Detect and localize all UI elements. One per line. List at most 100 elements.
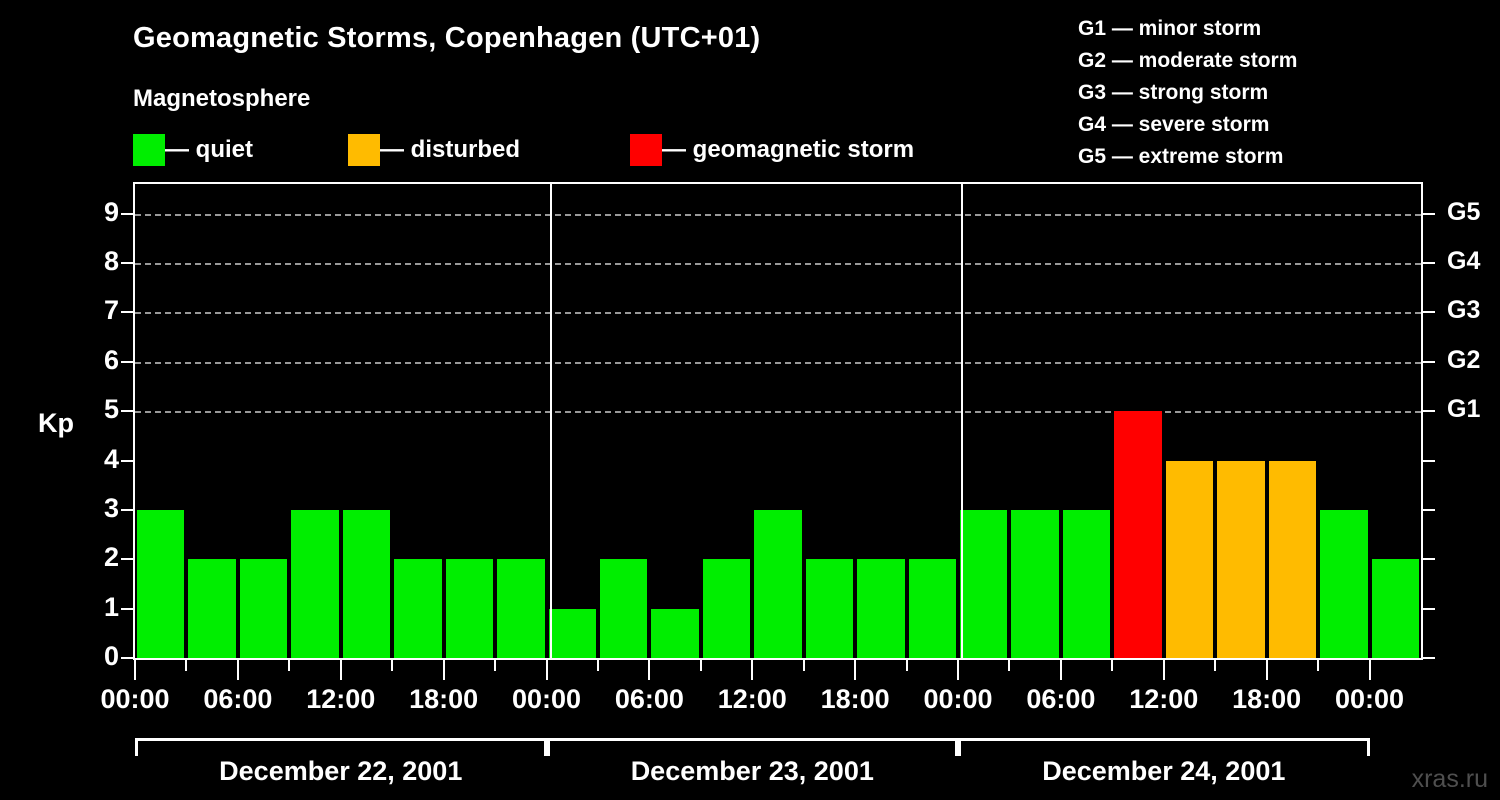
bracket-rcap: [1366, 738, 1370, 756]
x-minor-tick-7: [494, 660, 497, 671]
x-tick-label-9: 06:00: [1026, 684, 1096, 714]
x-tick-label-5: 06:00: [614, 684, 684, 714]
bar: [702, 559, 751, 658]
page-title: Geomagnetic Storms, Copenhagen (UTC+01): [133, 22, 761, 54]
bracket-rcap: [543, 738, 547, 756]
x-tick-label-2: 12:00: [306, 684, 376, 714]
right-tick-mark-kp-4: [1423, 459, 1435, 462]
x-tick-mark-11: [1265, 660, 1268, 680]
y-tick-label-6: 6: [103, 344, 119, 375]
x-tick-mark-3: [442, 660, 445, 680]
storm-scale-row-4: G4 — severe storm: [1078, 113, 1270, 136]
bar: [188, 559, 236, 658]
date-label-2: December 23, 2001: [630, 756, 874, 786]
y-tick-mark-3: [121, 508, 133, 511]
x-tick-mark-10: [1162, 660, 1165, 680]
x-tick-label-3: 18:00: [409, 684, 479, 714]
x-minor-tick-5: [391, 660, 394, 671]
bar: [1011, 509, 1059, 658]
bar: [394, 559, 442, 658]
legend-label-0: — quiet: [165, 136, 253, 163]
storm-scale-legend: G1 — minor storm G2 — moderate storm G3 — …: [1078, 13, 1297, 173]
watermark: xras.ru: [1411, 765, 1488, 793]
y-tick-label-8: 8: [103, 246, 119, 276]
gridline-kp-9: [135, 213, 1421, 216]
bar: [908, 559, 957, 658]
y-tick-label-5: 5: [103, 394, 119, 425]
gridline-kp-8: [135, 263, 1421, 265]
x-tick-mark-12: [1368, 660, 1371, 680]
bar: [497, 559, 545, 658]
plot-inner: [135, 184, 1421, 658]
bar: [1268, 460, 1317, 658]
x-minor-tick-17: [1008, 660, 1011, 671]
g-tick-mark-G2: [1423, 360, 1435, 363]
y-tick-label-9: 9: [103, 196, 119, 227]
y-tick-mark-9: [121, 212, 133, 215]
y-tick-label-7: 7: [103, 295, 119, 326]
y-tick-mark-1: [121, 607, 133, 610]
bar: [1062, 509, 1111, 658]
bar: [445, 559, 494, 658]
bracket-lcap: [958, 738, 962, 756]
right-tick-mark-kp-2: [1423, 558, 1435, 561]
bracket-lcap: [546, 738, 550, 756]
g-tick-mark-G3: [1423, 311, 1435, 314]
right-tick-mark-kp-3: [1423, 508, 1435, 511]
y-tick-mark-6: [121, 360, 133, 363]
x-tick-mark-1: [236, 660, 239, 680]
bar: [1165, 460, 1214, 658]
g-tick-label-G5: G5: [1447, 197, 1481, 226]
date-bracket-3: [958, 738, 1370, 756]
y-tick-label-1: 1: [103, 591, 119, 622]
bar: [754, 509, 802, 658]
storm-swatch: [630, 134, 662, 166]
g-tick-label-G4: G4: [1447, 247, 1481, 275]
gridline-kp-7: [135, 312, 1421, 315]
x-minor-tick-3: [288, 660, 291, 671]
x-tick-label-8: 00:00: [923, 684, 993, 714]
date-bracket-1: [135, 738, 547, 756]
x-tick-mark-8: [957, 660, 960, 680]
storm-scale-row-2: G2 — moderate storm: [1078, 49, 1298, 72]
x-tick-label-6: 12:00: [717, 684, 787, 714]
x-minor-tick-19: [1111, 660, 1114, 671]
x-minor-tick-13: [802, 660, 805, 671]
date-label-1: December 22, 2001: [219, 756, 463, 786]
y-axis-label: Kp: [38, 408, 74, 438]
storm-scale-row-3: G3 — strong storm: [1078, 81, 1269, 104]
bar: [1371, 559, 1419, 658]
bar: [960, 509, 1008, 658]
x-tick-mark-7: [854, 660, 857, 680]
bar: [599, 559, 648, 658]
g-tick-mark-G5: [1423, 212, 1435, 215]
bar: [857, 559, 905, 658]
bracket-rcap: [955, 738, 959, 756]
bar: [1114, 411, 1162, 658]
x-minor-tick-11: [699, 660, 702, 671]
x-minor-tick-15: [905, 660, 908, 671]
date-bracket-2: [546, 738, 959, 756]
y-tick-mark-0: [121, 657, 133, 659]
x-tick-label-4: 00:00: [511, 684, 582, 714]
bracket-hbar: [135, 738, 547, 741]
x-tick-mark-9: [1059, 660, 1062, 680]
x-tick-mark-2: [339, 660, 342, 680]
gridline-kp-5: [135, 411, 1421, 414]
bar: [1320, 509, 1368, 658]
day-separator-2: [961, 184, 964, 658]
bar: [239, 559, 288, 658]
x-tick-mark-0: [134, 660, 136, 680]
x-minor-tick-9: [596, 660, 599, 671]
x-tick-label-10: 12:00: [1129, 684, 1199, 714]
y-tick-mark-8: [121, 262, 133, 264]
bar: [1217, 460, 1265, 658]
y-tick-mark-4: [121, 459, 133, 462]
bracket-hbar: [546, 738, 959, 741]
bar: [291, 509, 339, 658]
quiet-swatch: [133, 134, 165, 166]
plot-area: [133, 182, 1423, 660]
x-tick-label-7: 18:00: [820, 684, 890, 714]
date-label-3: December 24, 2001: [1042, 756, 1286, 786]
